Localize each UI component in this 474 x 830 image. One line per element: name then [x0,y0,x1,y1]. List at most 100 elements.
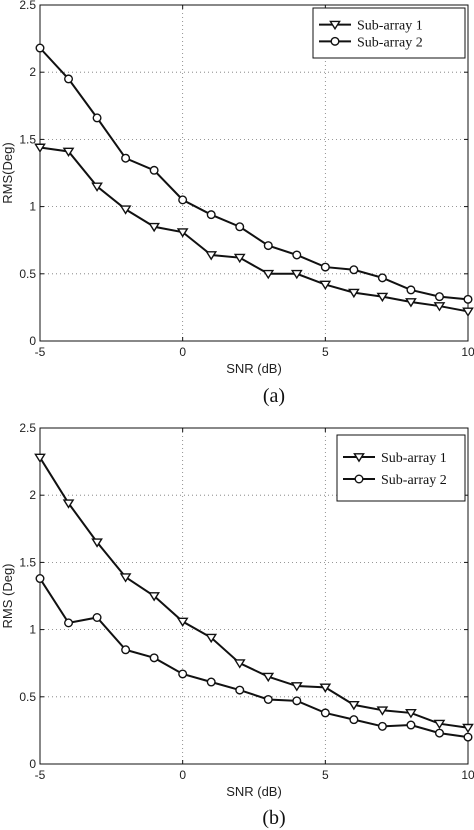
data-point [91,538,103,548]
data-point [91,182,103,192]
data-point [433,719,446,730]
data-point [377,721,387,731]
data-point [178,195,188,205]
y-axis-label: RMS(Deg) [0,142,15,203]
data-point [205,251,218,261]
x-tick-label: -5 [35,768,46,782]
data-point [405,298,417,308]
data-point [319,280,332,291]
data-point [406,285,416,295]
y-tick-label: 0 [29,757,36,771]
data-point [349,715,359,725]
data-point [434,292,444,302]
data-point [290,269,303,280]
y-tick-label: 1.5 [19,555,36,569]
y-tick-label: 0.5 [19,690,36,704]
y-tick-label: 0.5 [19,267,36,281]
legend-box [312,7,466,59]
data-point [121,153,131,163]
data-point [263,241,273,251]
data-point [64,618,74,628]
data-point [320,262,330,272]
data-point [121,645,131,655]
legend-marker [354,474,364,484]
data-point [62,499,75,509]
data-point [406,720,416,730]
data-point [64,74,74,84]
data-point [463,732,473,742]
x-tick-label: 5 [322,768,329,782]
data-point [34,143,46,153]
data-point [178,669,188,679]
data-point [233,253,246,264]
data-point [149,165,159,175]
data-point [263,694,273,704]
data-point [377,273,387,283]
data-point [206,677,216,687]
data-point [92,613,102,623]
data-point [235,222,245,232]
data-point [463,294,473,304]
plot-frame [39,427,469,765]
series-line-0 [39,457,469,729]
y-tick-label: 1 [29,200,36,214]
data-point [92,113,102,123]
data-point [348,700,360,711]
data-point [319,683,332,693]
legend-marker [329,20,341,31]
legend-entry: Sub-array 2 [357,35,423,50]
x-axis-label: SNR (dB) [226,361,282,376]
y-tick-label: 2 [29,488,36,502]
legend-entry: Sub-array 2 [381,473,447,488]
data-point [262,269,275,280]
data-point [119,205,132,215]
data-point [176,617,189,627]
data-point [262,672,275,683]
x-tick-label: 10 [461,345,474,359]
data-point [290,682,303,692]
legend-entry: Sub-array 1 [381,451,447,466]
data-point [176,228,189,238]
data-point [348,288,360,299]
data-point [349,265,359,275]
y-tick-label: 2 [29,65,36,79]
series-line-1 [39,577,469,739]
x-axis-label: SNR (dB) [226,784,282,799]
data-point [462,307,474,317]
data-point [35,43,45,53]
x-tick-label: 10 [461,768,474,782]
y-tick-label: 1 [29,623,36,637]
data-point [149,653,159,663]
data-point [148,222,160,233]
y-tick-label: 2.5 [19,0,36,12]
data-point [320,708,330,718]
data-point [405,709,417,719]
x-tick-label: 0 [179,768,186,782]
data-point [62,147,75,157]
legend-entry: Sub-array 1 [357,19,423,34]
data-point [376,292,389,303]
data-point [462,723,474,734]
data-point [233,659,246,669]
data-point [292,250,302,260]
data-point [376,706,389,716]
data-point [35,574,45,584]
x-tick-label: 0 [179,345,186,359]
data-point [34,453,46,464]
y-tick-label: 1.5 [19,132,36,146]
data-point [292,696,302,706]
x-tick-label: -5 [35,345,46,359]
x-tick-label: 5 [322,345,329,359]
plot-frame [39,4,469,342]
series-line-0 [39,146,469,313]
data-point [206,210,216,220]
legend-box [336,434,466,502]
series-line-1 [39,47,469,301]
y-axis-label: RMS (Deg) [0,563,15,628]
subfigure-caption: (b) [262,807,285,829]
y-tick-label: 0 [29,334,36,348]
subfigure-caption: (a) [263,385,285,407]
